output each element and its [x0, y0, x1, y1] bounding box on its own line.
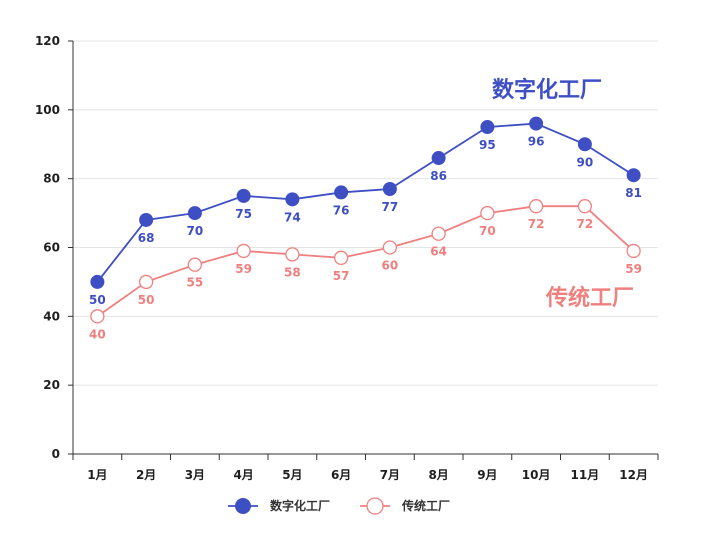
- series-1: 40 50 55 59 58 57 60 64 70 72 72 59: [89, 199, 642, 341]
- data-point: [236, 243, 251, 259]
- y-tick-label: 80: [43, 172, 60, 186]
- data-point: [334, 185, 349, 200]
- legend: 数字化工厂 传统工厂: [228, 497, 450, 515]
- data-point: [480, 120, 495, 135]
- data-point: [187, 257, 203, 272]
- x-tick-label: 7月: [380, 468, 400, 482]
- y-tick-label: 20: [43, 378, 60, 392]
- data-point: [187, 206, 202, 221]
- legend-marker: [366, 497, 384, 515]
- data-point: [285, 247, 300, 262]
- data-label: 72: [528, 217, 545, 231]
- data-label: 50: [89, 293, 106, 307]
- data-label: 77: [382, 200, 399, 214]
- x-tick-label: 11月: [571, 468, 600, 482]
- x-tick-label: 4月: [233, 468, 253, 482]
- x-tick-label: 5月: [282, 468, 302, 482]
- data-label: 95: [479, 138, 496, 152]
- series-layer: 50 68 70 75 74 76 77 86 95 96 90 81 40 50 55 59 58 57 60 64…: [89, 116, 642, 341]
- data-point: [236, 188, 251, 203]
- legend-marker: [235, 498, 251, 514]
- x-tick-label: 9月: [477, 468, 497, 482]
- data-label: 55: [187, 276, 204, 290]
- x-tick-label: 8月: [428, 468, 448, 482]
- y-tick-label: 120: [35, 34, 60, 48]
- data-label: 59: [625, 262, 642, 276]
- data-label: 70: [187, 224, 204, 238]
- data-point: [626, 243, 641, 259]
- data-label: 64: [430, 245, 447, 259]
- series-line: [96, 122, 635, 283]
- x-tick-label: 6月: [331, 468, 351, 482]
- legend-item: 数字化工厂: [228, 498, 330, 514]
- x-tick-label: 10月: [522, 468, 551, 482]
- grid-lines: [73, 40, 658, 386]
- data-point: [90, 274, 105, 289]
- legend-item: 传统工厂: [360, 497, 450, 515]
- data-point: [528, 199, 544, 214]
- data-label: 70: [479, 224, 496, 238]
- data-label: 57: [333, 269, 350, 283]
- data-point: [431, 226, 446, 241]
- legend-label: 数字化工厂: [270, 498, 330, 513]
- data-point: [577, 199, 593, 214]
- y-tick-label: 60: [43, 241, 60, 255]
- data-label: 96: [528, 135, 545, 149]
- y-axis-ticks: 0 20 40 60 80 100 120: [35, 34, 73, 461]
- data-label: 74: [284, 210, 301, 224]
- data-label: 72: [577, 217, 594, 231]
- data-label: 68: [138, 231, 155, 245]
- x-tick-label: 12月: [619, 468, 648, 482]
- data-label: 76: [333, 203, 350, 217]
- data-label: 59: [235, 262, 252, 276]
- data-label: 75: [235, 207, 252, 221]
- series-0: 50 68 70 75 74 76 77 86 95 96 90 81: [89, 116, 642, 307]
- y-tick-label: 40: [43, 309, 60, 323]
- data-label: 40: [89, 327, 106, 341]
- data-point: [382, 240, 398, 255]
- data-point: [480, 205, 495, 221]
- legend-label: 传统工厂: [401, 498, 450, 513]
- data-label: 86: [430, 169, 447, 183]
- data-point: [285, 192, 300, 207]
- data-label: 58: [284, 265, 301, 279]
- x-axis-ticks: 1月 2月 3月 4月 5月 6月 7月 8月 9月 10月 11月 12月: [72, 454, 659, 482]
- data-point: [90, 309, 105, 324]
- data-label: 60: [382, 259, 399, 273]
- y-tick-label: 0: [52, 447, 60, 461]
- series-line: [96, 205, 635, 318]
- x-tick-label: 2月: [136, 468, 156, 482]
- x-tick-label: 3月: [185, 468, 205, 482]
- data-point: [577, 137, 592, 152]
- series-annotation-traditional: 传统工厂: [545, 285, 634, 311]
- x-tick-label: 1月: [87, 468, 107, 482]
- data-point: [431, 151, 446, 166]
- data-point: [333, 250, 349, 265]
- y-tick-label: 100: [35, 103, 60, 117]
- data-label: 50: [138, 293, 155, 307]
- data-point: [626, 168, 641, 183]
- data-point: [382, 181, 397, 196]
- data-point: [529, 116, 544, 131]
- data-label: 81: [625, 186, 642, 200]
- data-point: [138, 274, 154, 290]
- data-label: 90: [577, 155, 594, 169]
- series-annotation-digital: 数字化工厂: [492, 77, 602, 103]
- data-point: [139, 212, 154, 227]
